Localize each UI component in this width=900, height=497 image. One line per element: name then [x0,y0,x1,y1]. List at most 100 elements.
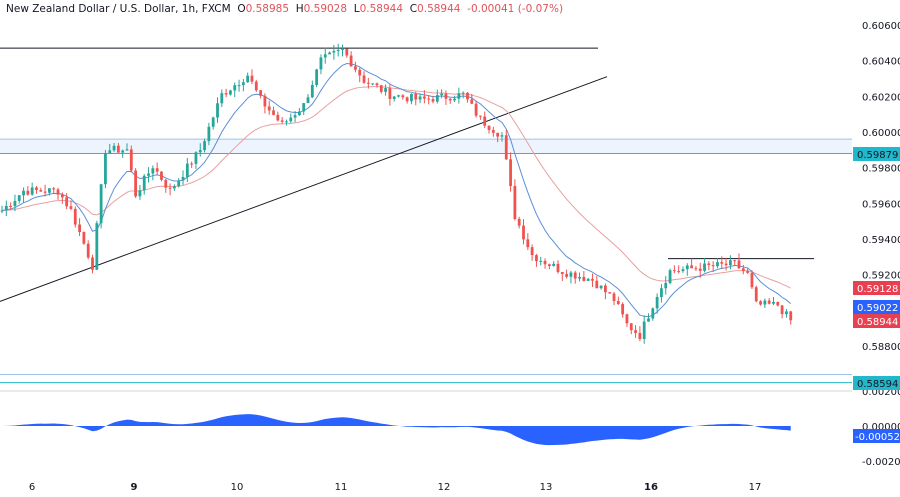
candle [397,95,400,97]
candle [341,48,344,50]
candle [560,272,564,275]
candle [496,132,500,137]
candle [647,318,650,322]
candle [612,293,616,302]
candle [586,278,590,281]
candle [461,92,465,94]
candle [672,270,676,272]
candle [427,98,431,100]
candle [82,232,86,244]
price-tick: 0.59400 [862,235,900,246]
open-value: 0.58985 [245,3,290,15]
candle [177,180,181,187]
candle [104,153,107,185]
candle [677,271,681,273]
candle [418,96,422,100]
candle [711,265,715,267]
candle [4,205,8,211]
candle [638,332,642,340]
candle [310,84,314,98]
candle [336,49,340,52]
candle [203,141,206,151]
fast-moving-average [1,63,792,318]
candle [254,81,258,91]
candle [634,330,637,333]
price-tick: 0.60400 [862,57,900,68]
price-tick: 0.59600 [862,199,900,210]
candle [134,170,138,197]
candle [405,97,409,102]
candle [224,93,228,95]
price-tick: 0.60600 [862,21,900,32]
candle [26,190,30,195]
candle [125,149,129,151]
candle [487,125,491,131]
candle [517,218,521,226]
candle [65,197,69,207]
candle [237,85,241,87]
candle [48,188,51,193]
candle [319,57,323,70]
badge-bg [853,376,900,390]
badge-bg [853,314,900,328]
candle [69,206,73,209]
close-label: C [409,3,418,15]
candle [625,314,629,324]
candle [591,278,594,281]
change-value: -0.00041 (-0.07%) [467,3,564,15]
candle [660,288,663,298]
candle [375,83,379,86]
candle [698,268,702,271]
candle [332,51,336,53]
candle [780,305,784,315]
badge-value: 0.59128 [857,284,898,295]
candle [190,163,194,165]
candle [733,260,737,262]
candle [491,130,495,133]
candle [535,255,538,262]
candle [323,54,327,58]
candle [56,189,60,195]
candle [108,150,112,154]
candle [95,223,99,270]
support-zone [0,139,852,154]
candle [466,92,469,100]
candle [651,308,655,319]
candle [233,85,237,91]
high-value: 0.59028 [303,3,348,15]
candle [728,260,732,266]
candle [392,96,396,99]
candle [479,115,482,117]
candle [724,263,728,266]
candle [207,126,211,142]
time-tick: 9 [131,482,138,493]
candle [147,173,150,176]
time-tick: 16 [644,482,658,493]
candle [763,300,767,305]
candle [306,97,310,104]
candle [453,98,456,101]
candle [621,304,625,315]
candle [198,150,202,153]
candle [354,66,357,70]
badge-bg [853,147,900,161]
candle [267,106,271,111]
candle [142,175,146,191]
candle [500,135,504,137]
badge-value: 0.58594 [857,379,898,390]
candle [164,179,168,188]
candle [750,272,754,288]
candle [414,93,418,100]
candle [694,268,698,270]
time-tick: 12 [438,482,451,493]
candle [629,323,633,331]
price-tick: 0.60200 [862,92,900,103]
candle [371,83,375,85]
time-tick: 6 [29,482,35,493]
candle [785,311,788,315]
candle [526,239,530,248]
oscillator-area [2,414,791,446]
oscillator-tick: 0.00000 [862,422,900,433]
badge-bg [853,281,900,295]
